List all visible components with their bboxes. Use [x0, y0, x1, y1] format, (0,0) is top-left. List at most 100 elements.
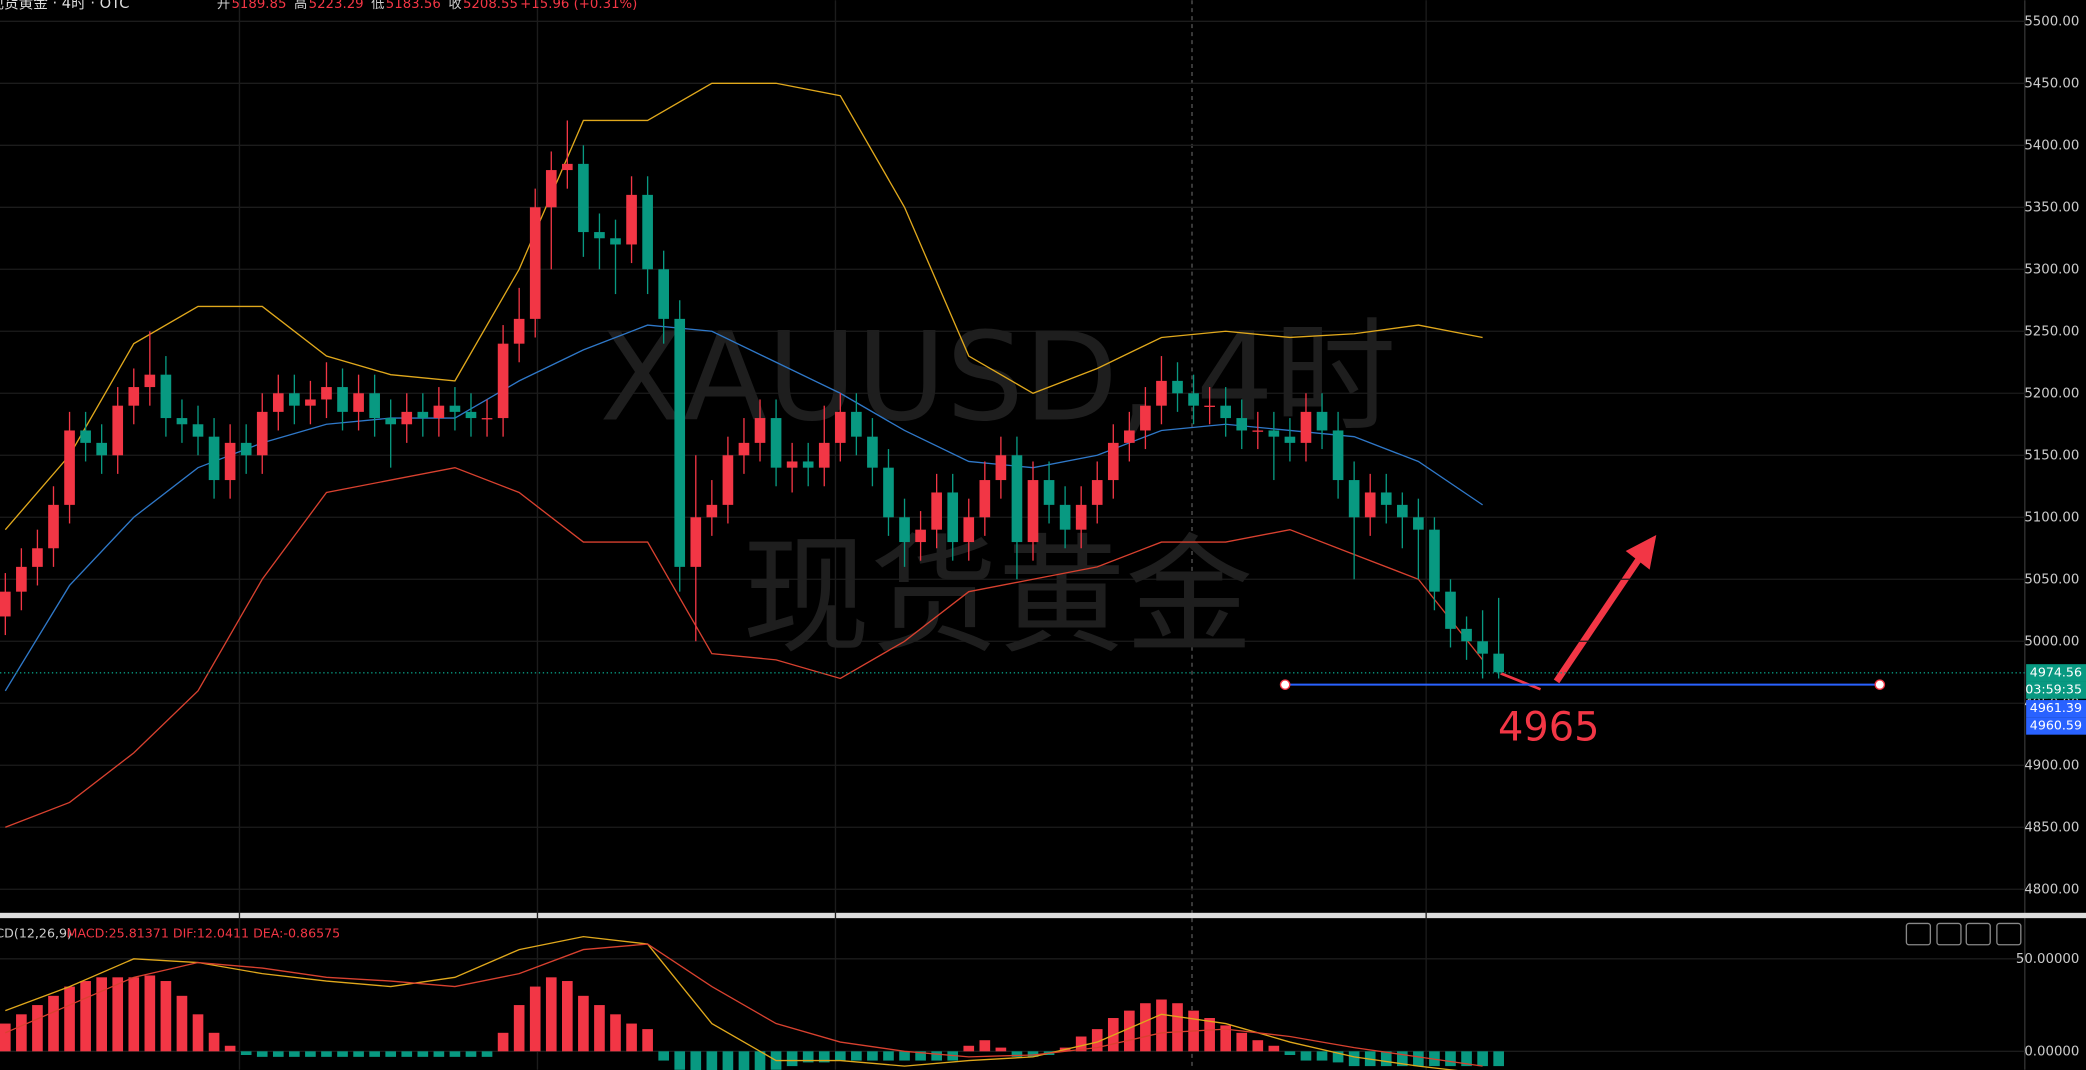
- candle-body: [385, 418, 397, 425]
- button-maximize[interactable]: [1996, 922, 2022, 946]
- candle-body: [192, 424, 204, 437]
- macd-bar: [305, 1051, 316, 1057]
- candle-body: [1107, 442, 1119, 481]
- candle-body: [786, 461, 798, 468]
- candle-body: [834, 411, 846, 443]
- candle-body: [513, 318, 525, 344]
- macd-bar: [385, 1051, 397, 1057]
- change: +15.96 (+0.31%): [520, 0, 637, 12]
- y-tick-label: 0.00000: [2024, 1044, 2079, 1059]
- macd-bar: [1140, 1003, 1151, 1052]
- candle-body: [401, 411, 413, 425]
- candle-body: [1413, 517, 1424, 530]
- candle-body: [1156, 380, 1167, 406]
- macd-bar: [417, 1051, 429, 1057]
- candle-body: [32, 548, 43, 567]
- macd-bar: [690, 1051, 702, 1070]
- candle-body: [578, 163, 589, 233]
- candle-body: [48, 504, 59, 549]
- candle-body: [1268, 430, 1280, 437]
- macd-bar: [899, 1051, 910, 1061]
- candle-body: [545, 170, 557, 208]
- ohlc-value: 5189.85: [231, 0, 286, 12]
- macd-bar: [1493, 1051, 1504, 1067]
- watermark: 现货黄金: [742, 523, 1253, 672]
- y-tick-label: 4900.00: [2024, 758, 2079, 773]
- macd-bar: [1380, 1051, 1392, 1067]
- macd-bar: [562, 981, 573, 1052]
- candle-body: [1429, 529, 1440, 592]
- candle-body: [802, 461, 814, 468]
- price-tag: [2026, 700, 2086, 718]
- macd-bar: [754, 1051, 766, 1070]
- macd-bar: [513, 1005, 525, 1052]
- candle-body: [80, 430, 91, 443]
- ohlc-label: 低: [371, 0, 384, 12]
- macd-bar: [337, 1051, 348, 1057]
- ohlc-label: 高: [294, 0, 307, 12]
- watermark: XAUUSD, 4时: [599, 306, 1396, 449]
- candle-body: [1461, 628, 1472, 642]
- button-close[interactable]: [1936, 922, 1962, 946]
- candle-body: [995, 455, 1007, 481]
- candle-body: [1445, 591, 1456, 629]
- candle-body: [594, 232, 605, 239]
- macd-bar: [16, 1014, 27, 1052]
- candle-body: [1172, 380, 1183, 394]
- macd-bar: [401, 1051, 413, 1057]
- candle-body: [96, 442, 107, 456]
- candle-body: [947, 492, 959, 543]
- candle-body: [128, 387, 140, 406]
- candle-body: [321, 387, 332, 400]
- macd-bar: [208, 1032, 220, 1052]
- button-collapse[interactable]: [1965, 922, 1991, 946]
- y-tick-label: 5400.00: [2024, 138, 2079, 153]
- macd-bar: [529, 986, 541, 1052]
- macd-bar: [1445, 1051, 1456, 1067]
- candle-body: [883, 467, 894, 518]
- macd-bar: [64, 986, 75, 1052]
- y-tick-label: 5050.00: [2024, 572, 2079, 587]
- y-tick-label: 5000.00: [2024, 634, 2079, 649]
- macd-bar: [0, 1023, 11, 1052]
- macd-readout: MACD:25.81371 DIF:12.0411 DEA:-0.86575: [67, 926, 341, 941]
- macd-title: MACD(12,26,9): [0, 926, 72, 941]
- macd-bar: [963, 1045, 975, 1052]
- price-tag: [2026, 717, 2086, 735]
- candle-body: [963, 517, 975, 543]
- candle-body: [160, 374, 172, 419]
- candle-body: [305, 399, 316, 406]
- macd-bar: [96, 977, 107, 1052]
- candle-body: [1140, 405, 1151, 431]
- candle-body: [224, 442, 236, 481]
- macd-bar: [497, 1032, 509, 1052]
- y-tick-label: 5450.00: [2024, 76, 2079, 91]
- y-tick-label: 4800.00: [2024, 882, 2079, 897]
- symbol: 现货黄金 · 4时 · OTC: [0, 0, 129, 12]
- macd-dif: [5, 935, 1459, 1070]
- candle-body: [256, 411, 268, 456]
- y-tick-label: 5200.00: [2024, 386, 2079, 401]
- candle-body: [481, 418, 493, 420]
- countdown-tag: [2026, 681, 2086, 699]
- candle-body: [690, 517, 702, 567]
- macd-bar: [818, 1051, 830, 1063]
- macd-bar: [738, 1051, 750, 1070]
- candle-body: [915, 529, 926, 543]
- level-annotation: 4965: [1498, 704, 1600, 750]
- macd-bar: [1461, 1051, 1472, 1067]
- candle-body: [353, 393, 364, 412]
- button-up[interactable]: [1905, 922, 1932, 946]
- macd-bar: [851, 1051, 862, 1061]
- y-tick-label: 5350.00: [2024, 200, 2079, 215]
- candle-body: [1236, 418, 1248, 431]
- macd-bar: [465, 1051, 477, 1057]
- macd-bar: [706, 1051, 718, 1070]
- macd-bar: [1091, 1029, 1103, 1052]
- ohlc-value: 5183.56: [386, 0, 441, 12]
- macd-bar: [722, 1051, 734, 1070]
- macd-bar: [834, 1051, 846, 1061]
- macd-bar: [610, 1014, 621, 1052]
- macd-bar: [979, 1040, 991, 1052]
- macd-bar: [481, 1051, 493, 1057]
